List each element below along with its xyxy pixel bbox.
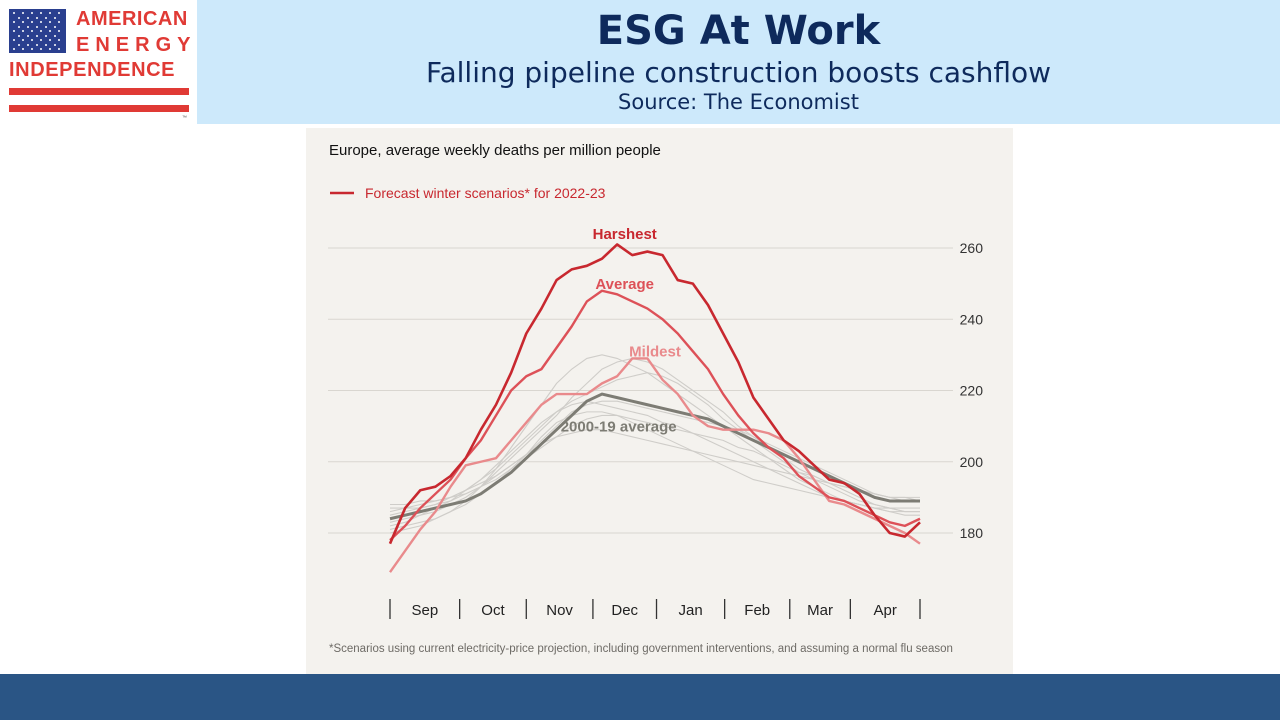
flag-star xyxy=(53,43,56,46)
flag-star xyxy=(44,25,47,28)
flag-star xyxy=(31,39,33,41)
logo-stripe xyxy=(9,105,189,112)
flag-star xyxy=(31,48,33,50)
flag-star xyxy=(35,16,38,19)
flag-star xyxy=(44,16,47,19)
chart-panel: Europe, average weekly deaths per millio… xyxy=(306,128,1013,674)
x-tick-label: Sep xyxy=(411,602,438,619)
flag-star xyxy=(26,43,29,46)
flag-star xyxy=(53,25,56,28)
x-tick-label: Feb xyxy=(744,602,770,619)
flag-star xyxy=(58,30,60,32)
logo-line-3: INDEPENDENCE xyxy=(9,59,176,81)
flag-star xyxy=(58,48,60,50)
slide-source: Source: The Economist xyxy=(618,90,859,114)
flag-star xyxy=(13,12,15,14)
history-line xyxy=(390,400,920,509)
flag-star xyxy=(49,12,51,14)
flag-star xyxy=(53,16,56,19)
flag-star xyxy=(58,21,60,23)
flag-star xyxy=(49,48,51,50)
logo-line-2: ENERGY xyxy=(76,34,197,56)
series-line xyxy=(388,243,921,545)
series-label: 2000-19 average xyxy=(561,418,677,435)
flag-star xyxy=(13,48,15,50)
history-line xyxy=(389,354,920,534)
flag-star xyxy=(22,48,24,50)
flag-star xyxy=(44,43,47,46)
flag-star xyxy=(22,21,24,23)
flag-star xyxy=(17,34,20,37)
series-label: Harshest xyxy=(593,226,657,243)
y-tick-label: 260 xyxy=(960,240,984,256)
trademark-mark: ™ xyxy=(182,115,187,121)
slide-title: ESG At Work xyxy=(596,8,881,54)
x-tick-label: Oct xyxy=(481,602,505,619)
series-label: Mildest xyxy=(629,344,681,361)
flag-star xyxy=(49,21,51,23)
flag-star xyxy=(49,39,51,41)
header-band xyxy=(197,0,1280,124)
flag-star xyxy=(35,25,38,28)
logo-stripe xyxy=(9,88,189,95)
chart-footnote: *Scenarios using current electricity-pri… xyxy=(329,643,953,655)
logo: AMERICAN ENERGY INDEPENDENCE ™ xyxy=(0,0,197,124)
flag-star xyxy=(26,16,29,19)
history-line xyxy=(389,372,920,527)
chart-title: Europe, average weekly deaths per millio… xyxy=(329,142,661,159)
flag-star xyxy=(40,39,42,41)
chart-svg: Europe, average weekly deaths per millio… xyxy=(328,142,983,655)
flag-star xyxy=(58,39,60,41)
flag-star xyxy=(40,30,42,32)
y-tick-label: 240 xyxy=(960,311,984,327)
flag-star xyxy=(49,30,51,32)
flag-star xyxy=(58,12,60,14)
y-tick-label: 220 xyxy=(960,383,984,399)
flag-star xyxy=(13,21,15,23)
series-line xyxy=(389,392,920,521)
flag-star xyxy=(17,43,20,46)
x-tick-label: Apr xyxy=(873,602,896,619)
flag-star xyxy=(44,34,47,37)
flag-star xyxy=(22,30,24,32)
flag-star xyxy=(17,25,20,28)
flag-star xyxy=(40,48,42,50)
flag-star xyxy=(13,39,15,41)
plot-area: 180 200 220 240 260 Harshest Average Mildest 200… xyxy=(328,226,983,619)
flag-star xyxy=(53,34,56,37)
footer-bar xyxy=(0,674,1280,720)
flag-star xyxy=(17,16,20,19)
flag-star xyxy=(35,43,38,46)
history-line xyxy=(389,357,920,523)
legend-label: Forecast winter scenarios* for 2022-23 xyxy=(365,185,606,201)
series-line xyxy=(389,289,921,541)
x-tick-label: Nov xyxy=(546,602,573,619)
series-label: Average xyxy=(595,276,654,293)
x-tick-label: Dec xyxy=(611,602,638,619)
flag-star xyxy=(26,34,29,37)
x-tick-label: Mar xyxy=(807,602,833,619)
flag-star xyxy=(40,21,42,23)
flag-star xyxy=(31,21,33,23)
flag-star xyxy=(35,34,38,37)
flag-star xyxy=(40,12,42,14)
flag-star xyxy=(31,30,33,32)
logo-line-1: AMERICAN xyxy=(76,8,188,30)
flag-star xyxy=(31,12,33,14)
slide-subtitle: Falling pipeline construction boosts cas… xyxy=(425,56,1052,89)
flag-star xyxy=(26,25,29,28)
flag-star xyxy=(22,39,24,41)
flag-star xyxy=(22,12,24,14)
series-line xyxy=(389,357,921,573)
x-tick-label: Jan xyxy=(678,602,702,619)
y-tick-label: 200 xyxy=(960,454,984,470)
flag-icon xyxy=(9,9,66,53)
y-tick-label: 180 xyxy=(960,525,984,541)
flag-star xyxy=(13,30,15,32)
